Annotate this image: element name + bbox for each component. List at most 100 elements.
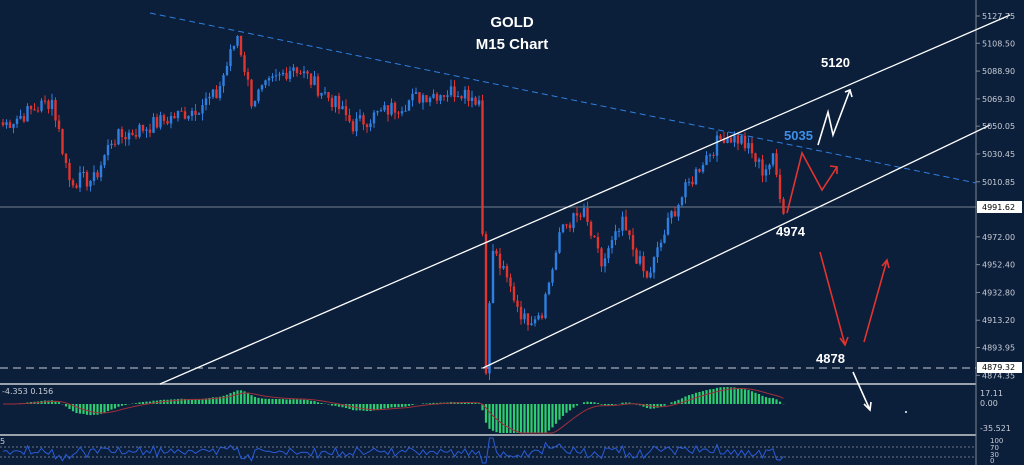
candle <box>183 106 187 120</box>
candle <box>670 210 673 224</box>
candle <box>722 132 726 144</box>
candle <box>540 312 544 320</box>
candle <box>362 112 365 131</box>
candle <box>96 169 99 180</box>
candle <box>719 134 722 140</box>
candle <box>187 115 190 121</box>
candle <box>92 165 96 186</box>
candle <box>250 78 253 109</box>
candle <box>19 109 22 120</box>
bullish-path-arrow <box>817 89 851 146</box>
candle <box>768 163 771 175</box>
resistance-label: 5035 <box>784 128 813 143</box>
candle <box>47 99 50 114</box>
candle <box>694 167 698 186</box>
candle <box>754 152 757 168</box>
candle <box>691 176 694 187</box>
candle <box>782 197 785 215</box>
candle <box>411 88 414 107</box>
macd-values: -4.353 0.156 <box>2 387 53 396</box>
candle <box>579 212 582 221</box>
candle <box>327 91 330 102</box>
candle <box>393 101 397 120</box>
candle <box>316 73 320 98</box>
candle <box>260 84 264 92</box>
candle <box>435 92 439 104</box>
candle <box>201 99 204 121</box>
candle <box>386 105 390 122</box>
candle <box>274 69 278 82</box>
rsi-label: 5 <box>0 437 5 446</box>
candle <box>61 128 64 156</box>
candle <box>358 109 362 122</box>
candle <box>495 248 498 256</box>
candle <box>302 65 306 79</box>
y-tick-label: 5030.45 <box>982 150 1015 159</box>
candle <box>621 211 624 236</box>
candle <box>484 231 488 376</box>
descending-trendline[interactable] <box>149 12 977 184</box>
candle <box>656 241 659 263</box>
candle <box>446 90 449 102</box>
candle <box>432 89 435 99</box>
candle <box>757 157 761 169</box>
candle <box>117 128 120 146</box>
candle <box>761 154 764 183</box>
candle <box>523 308 526 324</box>
candle <box>407 99 411 111</box>
candle <box>708 153 712 163</box>
candle <box>152 113 155 134</box>
candle <box>600 247 603 272</box>
candle <box>320 92 323 99</box>
candle <box>586 201 589 226</box>
candle <box>169 111 173 129</box>
candle <box>376 110 379 116</box>
candle <box>533 316 537 327</box>
channel-upper-line[interactable] <box>159 14 1011 385</box>
candle <box>99 161 103 182</box>
candle <box>355 112 358 137</box>
rsi-tick: 30 <box>990 451 999 459</box>
channel-lower-line[interactable] <box>482 124 991 369</box>
candle <box>337 92 341 115</box>
candle <box>285 67 288 81</box>
candle <box>281 69 285 77</box>
candle <box>750 137 754 159</box>
macd-signal-line <box>2 388 784 434</box>
candle <box>197 112 201 115</box>
candle <box>481 94 484 237</box>
rsi-tick: 0 <box>990 457 994 465</box>
candle <box>348 108 351 123</box>
candle <box>33 103 36 111</box>
candle <box>568 222 572 232</box>
candle <box>705 151 708 166</box>
candle <box>397 110 400 119</box>
macd-pane <box>2 387 785 434</box>
candle <box>663 229 666 244</box>
candles <box>1 35 785 380</box>
candle <box>71 178 75 189</box>
candle <box>400 106 404 117</box>
candle <box>299 70 302 75</box>
candle <box>225 61 229 77</box>
candle <box>698 168 701 174</box>
candle <box>372 110 376 128</box>
candle <box>764 164 768 183</box>
candle <box>544 292 547 320</box>
candle <box>8 119 12 129</box>
y-tick-label: 4952.40 <box>982 261 1015 270</box>
marked-price-tag: 4879.32 <box>982 363 1015 372</box>
candle <box>505 263 509 283</box>
candle <box>596 232 600 254</box>
drop-arrow <box>819 251 846 346</box>
candle <box>589 220 593 240</box>
candle <box>547 281 551 296</box>
candle <box>614 224 617 246</box>
candle <box>628 229 631 240</box>
candle <box>341 100 344 110</box>
candle <box>330 94 334 111</box>
rebound-arrow <box>863 259 888 343</box>
candle <box>477 95 481 107</box>
candle <box>642 251 645 278</box>
